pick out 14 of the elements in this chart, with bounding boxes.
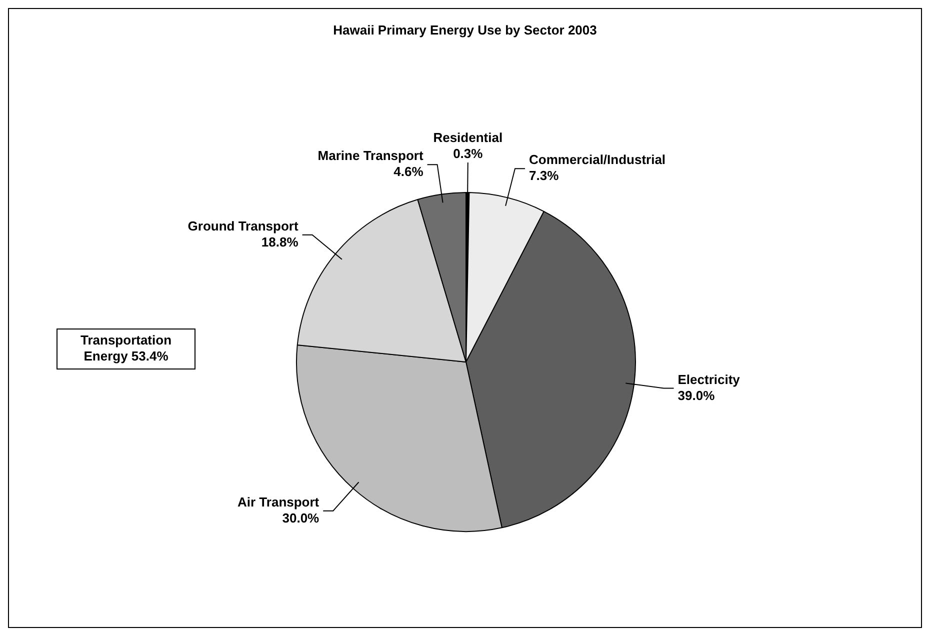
- data-label: 0.3%: [453, 146, 484, 162]
- slice-label: Ground Transport: [188, 218, 299, 234]
- data-label: 7.3%: [529, 168, 560, 184]
- data-label: 30.0%: [282, 510, 320, 526]
- slice-label: Commercial/Industrial: [529, 152, 666, 168]
- data-label: 39.0%: [678, 388, 716, 403]
- slice-label: Air Transport: [238, 494, 320, 510]
- slice-label: Marine Transport: [318, 148, 424, 164]
- text: Transportation Energy 53.4%: [80, 332, 172, 364]
- slice-label: Residential: [433, 130, 503, 146]
- data-label: 18.8%: [261, 234, 299, 250]
- chart-title: Hawaii Primary Energy Use by Sector 2003: [333, 22, 597, 38]
- slice-label: Electricity: [678, 372, 741, 387]
- data-label: 4.6%: [394, 164, 424, 180]
